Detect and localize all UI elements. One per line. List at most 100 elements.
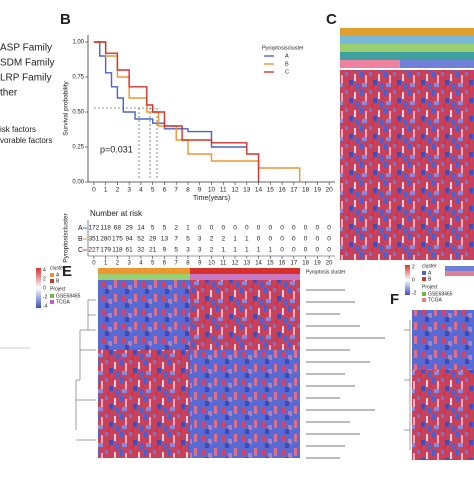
x-tick-label: 3: [127, 187, 131, 194]
legend-label: A: [56, 272, 60, 278]
x-tick-label: 0: [92, 187, 96, 194]
x-tick-label: 2: [116, 187, 120, 194]
risk-count: 0: [316, 236, 320, 243]
annotation-bar: [190, 274, 300, 280]
risk-count: 14: [137, 225, 145, 232]
x-tick-label: 17: [290, 187, 298, 194]
annotation-bar: [340, 28, 474, 36]
risk-count: 0: [292, 225, 296, 232]
risk-count: 13: [161, 236, 169, 243]
legend-label: GSE68465: [56, 293, 81, 299]
scale-label: -4: [43, 303, 48, 309]
x-tick-label: 6: [163, 261, 167, 267]
risk-count: 227: [88, 247, 99, 254]
risk-count: 0: [327, 247, 331, 254]
annotation-bar: [340, 60, 400, 68]
x-tick-label: 12: [232, 261, 239, 267]
risk-count: 52: [137, 236, 145, 243]
scale-label: -2: [412, 290, 417, 296]
scale-label: 0: [43, 285, 46, 291]
legend-label: B: [285, 61, 289, 67]
risk-count: 1: [221, 247, 225, 254]
color-scale: [405, 265, 410, 295]
legend-title: Pyroptosiscluster: [262, 45, 304, 51]
x-tick-label: 19: [314, 187, 322, 194]
x-tick-label: 13: [243, 187, 251, 194]
risk-count: 0: [316, 247, 320, 254]
x-tick-label: 14: [255, 187, 263, 194]
legend-label: A: [428, 270, 432, 276]
x-tick-label: 9: [198, 261, 202, 267]
risk-count: 0: [268, 225, 272, 232]
x-tick-label: 13: [243, 261, 250, 267]
annotation: p=0.031: [100, 144, 133, 154]
risk-table-ylabel: Pyroptosiscluster: [63, 212, 70, 262]
survival-curve: [93, 41, 260, 182]
risk-count: 3: [198, 236, 202, 243]
risk-count: 280: [100, 236, 111, 243]
risk-count: 0: [292, 247, 296, 254]
annotation-bar: [445, 266, 474, 271]
risk-row-label: A: [78, 225, 83, 232]
x-tick-label: 4: [139, 187, 143, 194]
risk-count: 118: [112, 247, 123, 254]
risk-count: 61: [126, 247, 134, 254]
risk-count: 118: [100, 225, 111, 232]
x-tick-label: 11: [220, 187, 227, 194]
scale-label: -2: [43, 294, 48, 300]
x-tick-label: 0: [92, 261, 96, 267]
x-tick-label: 3: [127, 261, 131, 267]
risk-count: 1: [245, 247, 249, 254]
x-tick-label: 5: [151, 261, 155, 267]
x-tick-label: 2: [116, 261, 120, 267]
x-tick-label: 18: [302, 187, 310, 194]
annotation-bar: [98, 268, 190, 274]
row-labels: [306, 289, 385, 459]
risk-count: 2: [221, 236, 225, 243]
risk-count: 29: [149, 236, 157, 243]
risk-count: 94: [126, 236, 134, 243]
risk-count: 0: [221, 225, 225, 232]
legend-label: TCGA: [428, 297, 443, 303]
risk-count: 0: [210, 225, 214, 232]
annotation-bar: [190, 268, 300, 274]
annotation-bar: [98, 274, 190, 280]
color-scale: [36, 268, 41, 308]
risk-count: 0: [233, 225, 237, 232]
annotation-bar: [340, 36, 474, 44]
risk-count: 0: [257, 225, 261, 232]
heatmap: [340, 70, 474, 260]
x-tick-label: 4: [139, 261, 143, 267]
legend-title: cluster: [422, 263, 437, 269]
scale-label: 2: [43, 276, 46, 282]
swatch: [50, 300, 54, 304]
legend-title: Project: [50, 286, 66, 292]
x-tick-label: 6: [163, 187, 167, 194]
panel-f: 2 0 -2 cluster A B Project GSE68465 TCGA: [404, 263, 474, 460]
risk-count: 68: [114, 225, 122, 232]
risk-count: 1: [268, 247, 272, 254]
x-tick-label: 19: [314, 261, 321, 267]
scale-label: 0: [412, 277, 415, 283]
swatch: [50, 273, 54, 277]
risk-count: 9: [163, 247, 167, 254]
risk-count: 1: [257, 247, 261, 254]
risk-row-label: B: [78, 236, 83, 243]
scale-label: 2: [412, 264, 415, 270]
annotation-bar: [340, 44, 474, 52]
risk-count: 7: [174, 236, 178, 243]
panel-label: B: [60, 11, 71, 28]
panel-label: E: [62, 263, 72, 280]
family-label: ASP Family: [0, 43, 52, 54]
median-guides: [94, 107, 158, 180]
risk-count: 0: [327, 236, 331, 243]
swatch: [422, 298, 426, 302]
swatch: [422, 271, 426, 275]
legend-label: TCGA: [56, 299, 71, 305]
risk-count: 0: [304, 236, 308, 243]
risk-count: 21: [149, 247, 157, 254]
risk-count: 1: [233, 247, 237, 254]
annotation-bar: [400, 60, 474, 68]
legend-title: cluster: [50, 265, 65, 271]
